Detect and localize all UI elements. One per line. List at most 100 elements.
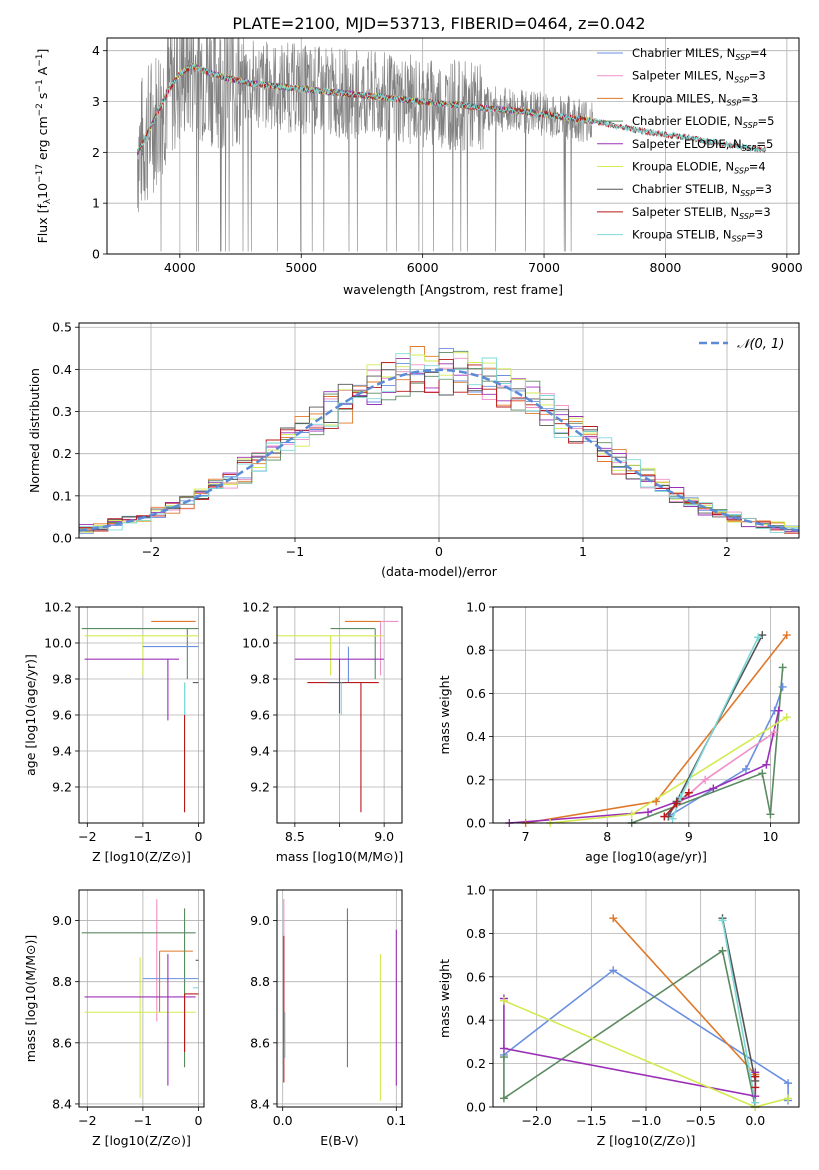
weight-point-marker: [751, 1098, 760, 1107]
x-tick-label: 5000: [285, 260, 317, 275]
legend-entry: 𝒩(0, 1): [737, 337, 784, 352]
y-tick-label: 0.4: [466, 729, 486, 744]
weight-series-line: [721, 920, 757, 1103]
y-tick-label: 1.0: [466, 600, 486, 615]
axes-frame: [106, 37, 800, 255]
residuals-legend: 𝒩(0, 1): [699, 337, 784, 352]
y-tick-label: 0.0: [52, 531, 72, 546]
x-axis-label: Z [log10(Z/Z⊙)]: [92, 849, 191, 864]
panel-spectrum: 4000 5000 6000 7000 8000 9000 0 1 2 3 4 wavelength …: [35, 37, 803, 297]
weight-point-marker: [499, 1053, 508, 1062]
y-axis-label: mass [log10(M/M⊙)]: [23, 935, 38, 1063]
weight-point-marker: [652, 797, 661, 806]
y-tick-label: 9.0: [250, 913, 270, 928]
weight-point-marker: [784, 1079, 793, 1088]
y-axis-label: age [log10(age/yr)]: [23, 654, 38, 776]
x-tick-label: −1: [286, 544, 304, 559]
legend-entry: Chabrier MILES, NSSP=4: [632, 46, 767, 62]
weight-point-marker: [778, 663, 787, 672]
y-tick-label: 4: [92, 43, 100, 58]
axes-frame: [276, 889, 403, 1108]
x-tick-label: 1: [579, 544, 587, 559]
weight-point-marker: [774, 706, 783, 715]
weight-point-marker: [766, 810, 775, 819]
weight-point-marker: [751, 1072, 760, 1081]
x-tick-label: −2.0: [522, 1113, 552, 1128]
weight-point-marker: [676, 793, 685, 802]
y-axis-label: mass weight: [437, 959, 452, 1038]
grid-mass-vs-z: [79, 890, 204, 1107]
x-axis-label: wavelength [Angstrom, rest frame]: [343, 282, 563, 297]
histogram-series: [79, 353, 799, 533]
x-tick-label: 8: [603, 829, 611, 844]
y-tick-label: 9.8: [250, 672, 270, 687]
y-tick-label: 9.6: [52, 708, 72, 723]
y-tick-label: 8.4: [250, 1096, 270, 1111]
weight-point-marker: [758, 769, 767, 778]
y-tick-label: 0.8: [466, 643, 486, 658]
y-tick-label: 9.2: [52, 780, 72, 795]
weight-point-marker: [609, 966, 618, 975]
weight-point-marker: [701, 775, 710, 784]
plot-area-age-vs-mass: [277, 620, 399, 813]
y-tick-label: 8.6: [52, 1035, 72, 1050]
weight-series-line: [503, 969, 789, 1101]
weight-point-marker: [609, 914, 618, 923]
y-axis-label: mass weight: [437, 675, 452, 754]
y-axis-label: Flux [fλ10−17 erg cm−2 s−1 A−1]: [35, 49, 53, 244]
x-tick-label: −1: [134, 829, 152, 844]
legend-entry: Salpeter ELODIE, NSSP=5: [632, 137, 773, 153]
y-tick-label: 10.0: [44, 636, 72, 651]
y-tick-label: 0.3: [52, 404, 72, 419]
y-tick-label: 1.0: [466, 883, 486, 898]
weight-point-marker: [754, 633, 763, 642]
legend-entry: Kroupa MILES, NSSP=3: [632, 91, 758, 107]
x-axis-label: E(B-V): [320, 1133, 359, 1148]
y-tick-label: 10.0: [242, 636, 270, 651]
weight-point-marker: [718, 916, 727, 925]
y-tick-label: 2: [92, 145, 100, 160]
plot-area-age-vs-z: [81, 620, 199, 813]
x-axis-label: mass [log10(M/M⊙)]: [276, 849, 404, 864]
weight-point-marker: [499, 1094, 508, 1103]
x-axis-label: Z [log10(Z/Z⊙)]: [597, 1133, 696, 1148]
x-tick-label: 8.5: [285, 829, 305, 844]
panel-residuals: −2 −1 0 1 2 0.0 0.1 0.2 0.3 0.4 0.5 (data-model)/er…: [27, 320, 800, 579]
y-axis-label: Normed distribution: [27, 368, 42, 493]
x-tick-label: −2: [78, 829, 96, 844]
weight-point-marker: [627, 810, 636, 819]
spectrum-legend: Chabrier MILES, NSSP=4 Salpeter MILES, NS…: [597, 46, 774, 244]
x-tick-label: 4000: [164, 260, 196, 275]
plot-area-weight-vs-z: [503, 917, 789, 1107]
y-tick-label: 0.8: [466, 926, 486, 941]
weight-point-marker: [741, 765, 750, 773]
y-tick-label: 8.8: [250, 974, 270, 989]
panel-mass-vs-ebv: 0.0 0.1 8.4 8.6 8.8 9.0 E(B-V): [250, 889, 406, 1148]
x-tick-label: 0: [194, 1113, 202, 1128]
x-tick-label: 0: [194, 829, 202, 844]
panel-age-vs-z: −2 −1 0 9.2 9.4 9.6 9.8 10.0 10.2 Z [log10(Z/Z⊙)]…: [23, 600, 205, 864]
x-tick-label: −1.0: [631, 1113, 661, 1128]
spectrum-model-line: [137, 62, 767, 153]
x-tick-label: −1: [134, 1113, 152, 1128]
panel-weight-vs-z: −2.0 −1.5 −1.0 −0.5 0.0 0.0 0.2 0.4 0.6 0.8 1.0 Z […: [437, 883, 800, 1148]
axes-frame: [492, 889, 800, 1108]
weight-point-marker: [668, 814, 677, 823]
plot-area-weight-vs-age: [509, 634, 788, 823]
y-tick-label: 0.4: [52, 362, 72, 377]
x-tick-label: 9.0: [374, 829, 394, 844]
y-tick-label: 9.8: [52, 672, 72, 687]
y-tick-label: 0.2: [52, 446, 72, 461]
x-tick-label: 2: [723, 544, 731, 559]
legend-entry: Chabrier STELIB, NSSP=3: [632, 182, 772, 198]
x-tick-label: 0.0: [273, 1113, 293, 1128]
x-tick-label: −2: [142, 544, 160, 559]
x-tick-label: −2: [78, 1113, 96, 1128]
normal-curve: [79, 368, 799, 532]
legend-entry: Kroupa ELODIE, NSSP=4: [632, 160, 766, 176]
y-tick-label: 0.0: [466, 1100, 486, 1115]
y-tick-label: 10.2: [242, 600, 270, 615]
y-tick-label: 8.8: [52, 974, 72, 989]
weight-point-marker: [784, 1094, 793, 1103]
